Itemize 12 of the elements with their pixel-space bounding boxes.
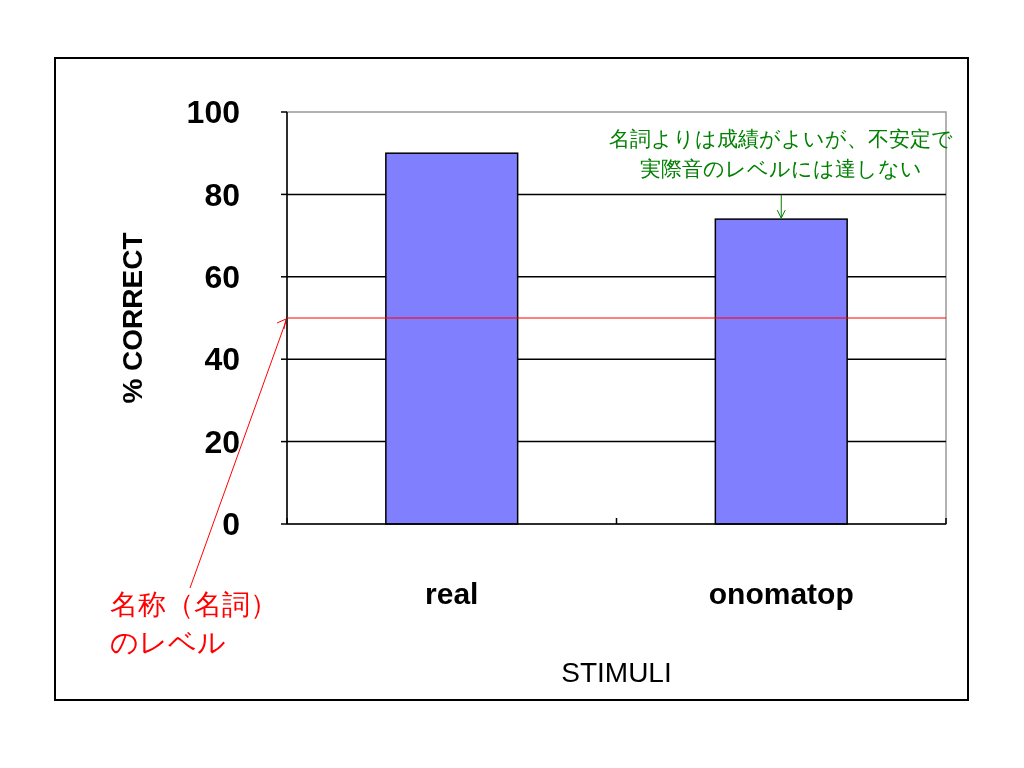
x-tick-label: real: [425, 577, 479, 610]
y-tick-label: 60: [204, 259, 240, 295]
y-tick-label: 0: [222, 506, 240, 543]
y-tick-label: 100: [186, 94, 240, 131]
y-tick-label: 40: [204, 341, 240, 378]
ref-line-label: 名称（名詞）のレベル: [110, 589, 278, 658]
y-tick-label: 80: [204, 176, 240, 213]
y-tick-label: 20: [204, 423, 240, 460]
y-axis-title: % CORRECT: [117, 232, 148, 404]
x-axis-title: STIMULI: [561, 657, 672, 688]
x-tick-label: onomatop: [708, 577, 854, 610]
annotation: 名詞よりは成績がよいが、不安定で実際音のレベルには達しない: [609, 127, 954, 180]
